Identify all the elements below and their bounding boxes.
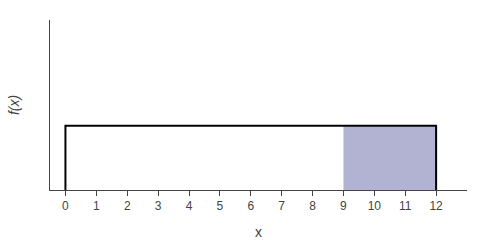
svg-text:10: 10 — [368, 199, 382, 213]
svg-text:1: 1 — [93, 199, 100, 213]
svg-text:11: 11 — [399, 199, 412, 213]
svg-text:2: 2 — [124, 199, 131, 213]
svg-text:f(x): f(x) — [6, 95, 22, 115]
svg-text:7: 7 — [278, 199, 285, 213]
svg-text:0: 0 — [62, 199, 69, 213]
svg-text:3: 3 — [155, 199, 162, 213]
svg-text:x: x — [255, 224, 262, 240]
svg-text:9: 9 — [340, 199, 347, 213]
svg-text:12: 12 — [429, 199, 443, 213]
svg-text:6: 6 — [247, 199, 254, 213]
svg-text:4: 4 — [186, 199, 193, 213]
svg-text:5: 5 — [217, 199, 224, 213]
svg-text:8: 8 — [309, 199, 316, 213]
